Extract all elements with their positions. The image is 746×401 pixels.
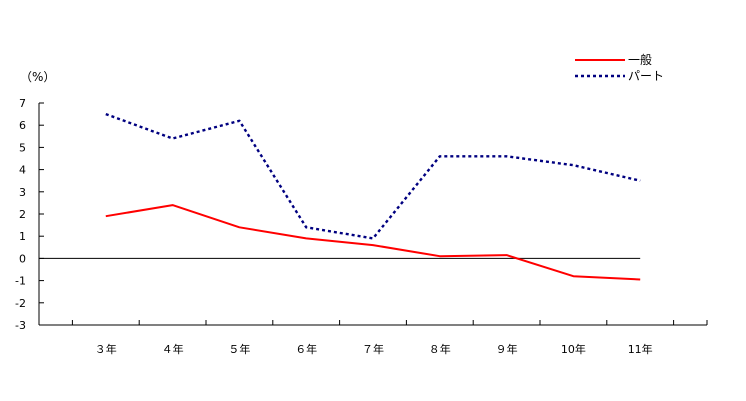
y-tick-label: 3 — [19, 186, 26, 199]
y-tick-label: 7 — [19, 97, 26, 110]
x-tick-label: ５年 — [228, 342, 250, 356]
x-axis-ticks: ３年 ４年 ５年 ６年 ７年 ８年 ９年 10年 11年 — [71, 320, 708, 356]
series-line-2 — [105, 112, 641, 240]
x-tick-label: ６年 — [295, 342, 317, 356]
axes — [38, 103, 707, 326]
y-tick-label: 6 — [19, 119, 26, 132]
y-tick-label: -3 — [15, 319, 26, 332]
x-tick-label: 11年 — [628, 342, 653, 356]
series-lines — [105, 112, 641, 281]
y-tick-label: -1 — [15, 275, 26, 288]
x-tick-label: ４年 — [162, 342, 184, 356]
legend-label-2: パート — [628, 69, 664, 83]
legend-label-1: 一般 — [628, 52, 652, 67]
y-tick-label: 5 — [19, 141, 26, 154]
x-tick-label: ７年 — [362, 342, 384, 356]
y-tick-label: 0 — [19, 252, 26, 265]
x-tick-label: ９年 — [496, 342, 518, 356]
series-line-1 — [105, 204, 641, 281]
y-axis-ticks: 7 6 5 4 3 2 1 0 -1 -2 -3 — [15, 97, 44, 332]
x-tick-label: ８年 — [429, 342, 451, 356]
y-tick-label: 4 — [19, 164, 26, 177]
x-tick-label: 10年 — [561, 342, 586, 356]
y-tick-label: 2 — [19, 208, 26, 221]
y-tick-label: 1 — [19, 230, 26, 243]
x-tick-label: ３年 — [95, 342, 117, 356]
y-axis-unit-label: （%） — [20, 70, 55, 84]
y-tick-label: -2 — [15, 297, 26, 310]
